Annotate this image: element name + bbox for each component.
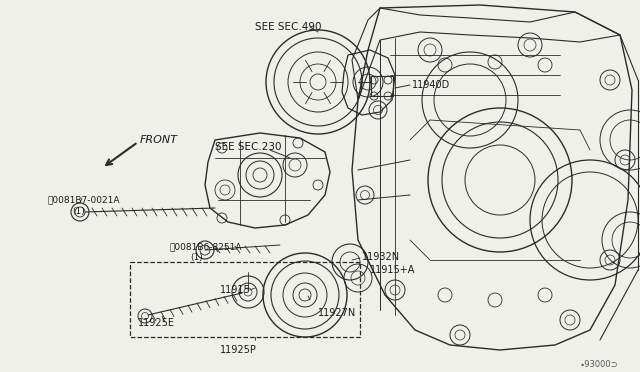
Bar <box>130 262 360 337</box>
Text: 11940D: 11940D <box>412 80 451 90</box>
Text: FRONT: FRONT <box>140 135 178 145</box>
Text: 11915: 11915 <box>220 285 251 295</box>
Text: SEE SEC.230: SEE SEC.230 <box>215 142 282 152</box>
Text: 11927N: 11927N <box>318 308 356 318</box>
Text: ⑂0081B6-8251A: ⑂0081B6-8251A <box>170 242 243 251</box>
Text: ⑀0081B7-0021A: ⑀0081B7-0021A <box>48 195 120 204</box>
Text: 11915+A: 11915+A <box>370 265 415 275</box>
Text: 11925P: 11925P <box>220 345 257 355</box>
Text: (1): (1) <box>190 253 203 262</box>
Text: (1): (1) <box>72 207 84 216</box>
Text: ∙93000⊃: ∙93000⊃ <box>580 360 619 369</box>
Text: 11925E: 11925E <box>138 318 175 328</box>
Text: 11932N: 11932N <box>362 252 400 262</box>
Text: SEE SEC.490: SEE SEC.490 <box>255 22 321 32</box>
Bar <box>371 76 393 96</box>
